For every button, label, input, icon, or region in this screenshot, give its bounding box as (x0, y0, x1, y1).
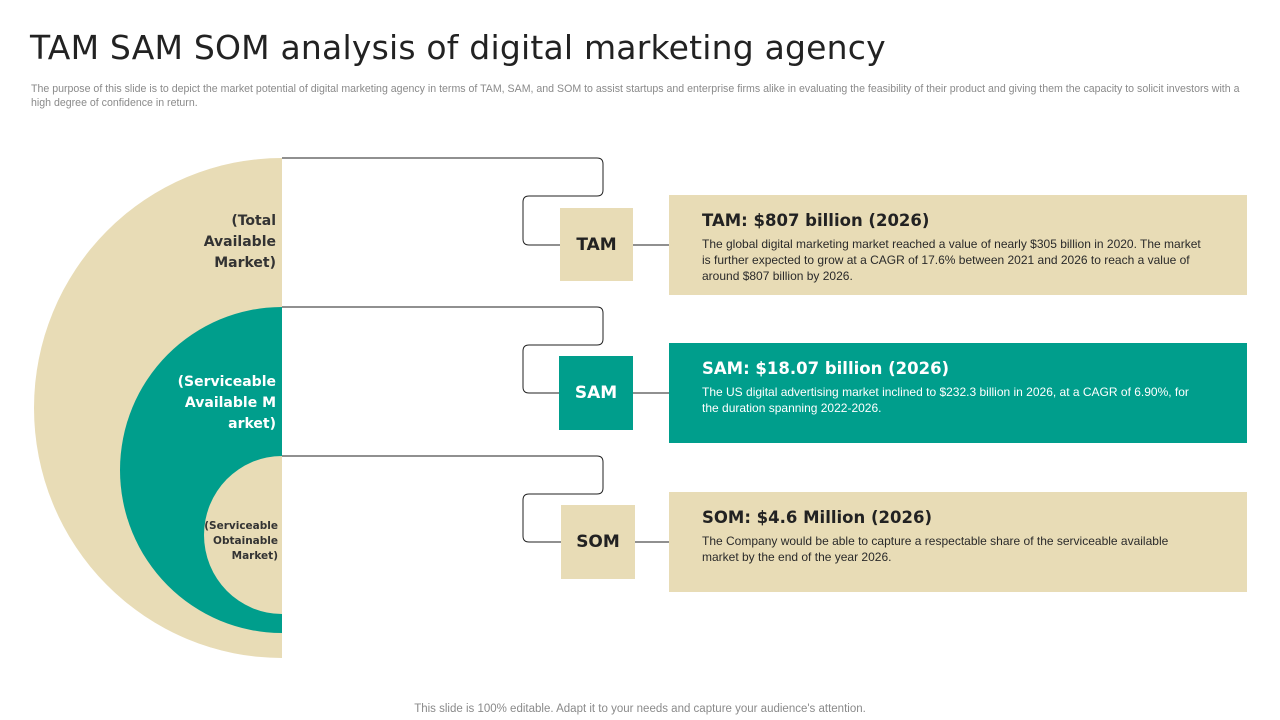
tam-body: The global digital marketing market reac… (702, 237, 1201, 283)
som-ring-label: (Serviceable Obtainable Market) (204, 520, 278, 562)
som-connector (282, 455, 604, 543)
tam-tag: TAM (560, 208, 633, 281)
sam-ring-label: (Serviceable Available Market) (177, 374, 276, 432)
som-panel: SOM: $4.6 Million (2026) The Company wou… (669, 492, 1247, 592)
tam-heading: TAM: $807 billion (2026) (702, 211, 930, 230)
slide-description: The purpose of this slide is to depict t… (31, 83, 1240, 109)
som-body: The Company would be able to capture a r… (702, 534, 1169, 564)
footer-note: This slide is 100% editable. Adapt it to… (414, 703, 866, 715)
sam-connector (282, 306, 604, 394)
sam-tag: SAM (559, 356, 633, 430)
tam-panel: TAM: $807 billion (2026) The global digi… (669, 195, 1247, 295)
tam-ring-label: (Total Available Market) (203, 213, 276, 271)
sam-panel: SAM: $18.07 billion (2026) The US digita… (669, 343, 1247, 443)
sam-heading: SAM: $18.07 billion (2026) (702, 359, 950, 378)
som-half-circle (204, 456, 282, 614)
page-title: TAM SAM SOM analysis of digital marketin… (30, 28, 886, 67)
tam-connector (282, 157, 604, 246)
som-tag: SOM (561, 505, 635, 579)
som-heading: SOM: $4.6 Million (2026) (702, 508, 933, 527)
sam-body: The US digital advertising market inclin… (702, 385, 1189, 415)
